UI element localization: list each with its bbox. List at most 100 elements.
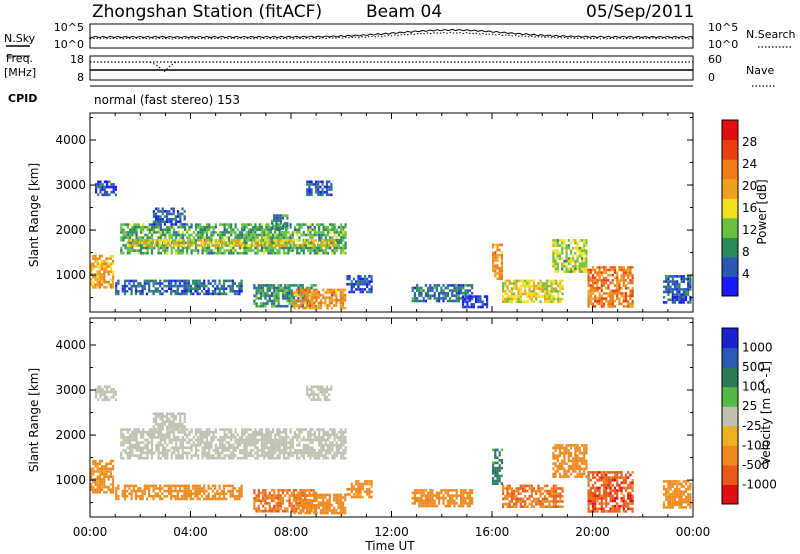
heatmap-cell	[208, 430, 211, 434]
heatmap-cell	[240, 284, 243, 288]
heatmap-cell	[429, 489, 432, 492]
heatmap-cell	[174, 282, 177, 285]
heatmap-cell	[607, 268, 610, 272]
heatmap-cell	[500, 269, 503, 273]
heatmap-cell	[271, 451, 275, 455]
heatmap-cell	[302, 438, 305, 442]
heatmap-cell	[293, 299, 296, 302]
heatmap-cell	[176, 287, 179, 290]
heatmap-cell	[502, 492, 505, 495]
heatmap-cell	[576, 244, 579, 247]
heatmap-cell	[178, 284, 182, 288]
heatmap-cell	[301, 241, 304, 245]
heatmap-cell	[337, 443, 341, 447]
heatmap-cell	[598, 297, 601, 300]
heatmap-cell	[273, 504, 276, 508]
heatmap-cell	[322, 456, 325, 460]
heatmap-cell	[227, 251, 231, 255]
heatmap-cell	[123, 492, 127, 495]
heatmap-cell	[457, 297, 460, 300]
heatmap-cell	[311, 501, 314, 504]
heatmap-cell	[259, 291, 263, 295]
heatmap-cell	[200, 495, 204, 498]
heatmap-cell	[309, 430, 312, 434]
heatmap-cell	[178, 489, 182, 493]
heatmap-cell	[565, 246, 568, 250]
heatmap-cell	[337, 244, 341, 247]
heatmap-cell	[273, 302, 276, 305]
heatmap-cell	[174, 428, 177, 431]
heatmap-cell	[156, 290, 160, 293]
heatmap-cell	[200, 487, 204, 490]
heatmap-cell	[92, 265, 95, 268]
heatmap-cell	[519, 297, 522, 301]
heatmap-cell	[418, 504, 421, 508]
heatmap-cell	[348, 277, 351, 281]
heatmap-cell	[317, 180, 320, 184]
heatmap-cell	[137, 495, 140, 498]
heatmap-cell	[348, 487, 351, 491]
heatmap-cell	[624, 268, 628, 272]
heatmap-cell	[97, 385, 100, 389]
heatmap-cell	[232, 449, 235, 452]
heatmap-cell	[157, 428, 160, 431]
heatmap-cell	[187, 239, 190, 242]
heatmap-cell	[200, 284, 204, 288]
heatmap-cell	[552, 287, 555, 290]
heatmap-cell	[217, 244, 221, 247]
heatmap-cell	[218, 495, 221, 498]
heatmap-cell	[307, 228, 310, 232]
nsearch-label: N.Search	[746, 28, 796, 41]
heatmap-cell	[178, 282, 182, 285]
heatmap-cell	[201, 430, 204, 434]
heatmap-cell	[295, 507, 298, 510]
heatmap-cell	[101, 465, 104, 468]
heatmap-cell	[411, 491, 414, 495]
heatmap-cell	[264, 491, 267, 495]
heatmap-cell	[289, 236, 292, 239]
heatmap-cell	[260, 228, 264, 232]
heatmap-cell	[325, 388, 329, 391]
heatmap-cell	[214, 231, 217, 234]
heatmap-cell	[541, 284, 544, 288]
heatmap-cell	[526, 279, 529, 283]
heatmap-cell	[278, 446, 281, 450]
heatmap-cell	[320, 436, 323, 439]
heatmap-cell	[318, 246, 321, 250]
heatmap-cell	[174, 495, 177, 498]
heatmap-cell	[616, 273, 619, 277]
heatmap-cell	[314, 393, 318, 396]
heatmap-cell	[231, 279, 234, 283]
heatmap-cell	[576, 257, 579, 260]
heatmap-cell	[433, 297, 436, 300]
heatmap-cell	[291, 454, 294, 457]
heatmap-cell	[135, 430, 138, 434]
heatmap-cell	[341, 506, 345, 510]
heatmap-cell	[431, 294, 434, 298]
heatmap-cell	[370, 290, 373, 294]
heatmap-cell	[266, 299, 269, 303]
heatmap-cell	[302, 454, 305, 457]
heatmap-cell	[157, 422, 160, 426]
heatmap-cell	[275, 494, 278, 497]
heatmap-cell	[136, 241, 139, 245]
heatmap-cell	[602, 276, 606, 280]
heatmap-cell	[477, 305, 480, 309]
heatmap-cell	[344, 441, 347, 444]
heatmap-cell	[315, 291, 318, 294]
heatmap-cell	[181, 428, 184, 431]
heatmap-cell	[143, 492, 146, 495]
heatmap-cell	[229, 290, 232, 293]
heatmap-cell	[339, 509, 342, 512]
heatmap-cell	[502, 295, 505, 298]
heatmap-cell	[665, 301, 668, 304]
heatmap-cell	[420, 289, 423, 292]
heatmap-cell	[227, 436, 231, 439]
heatmap-cell	[276, 441, 279, 444]
heatmap-cell	[494, 269, 497, 273]
heatmap-cell	[229, 489, 232, 493]
heatmap-cell	[194, 287, 197, 290]
heatmap-cell	[134, 239, 137, 242]
heatmap-cell	[105, 485, 108, 489]
heatmap-cell	[284, 286, 287, 290]
